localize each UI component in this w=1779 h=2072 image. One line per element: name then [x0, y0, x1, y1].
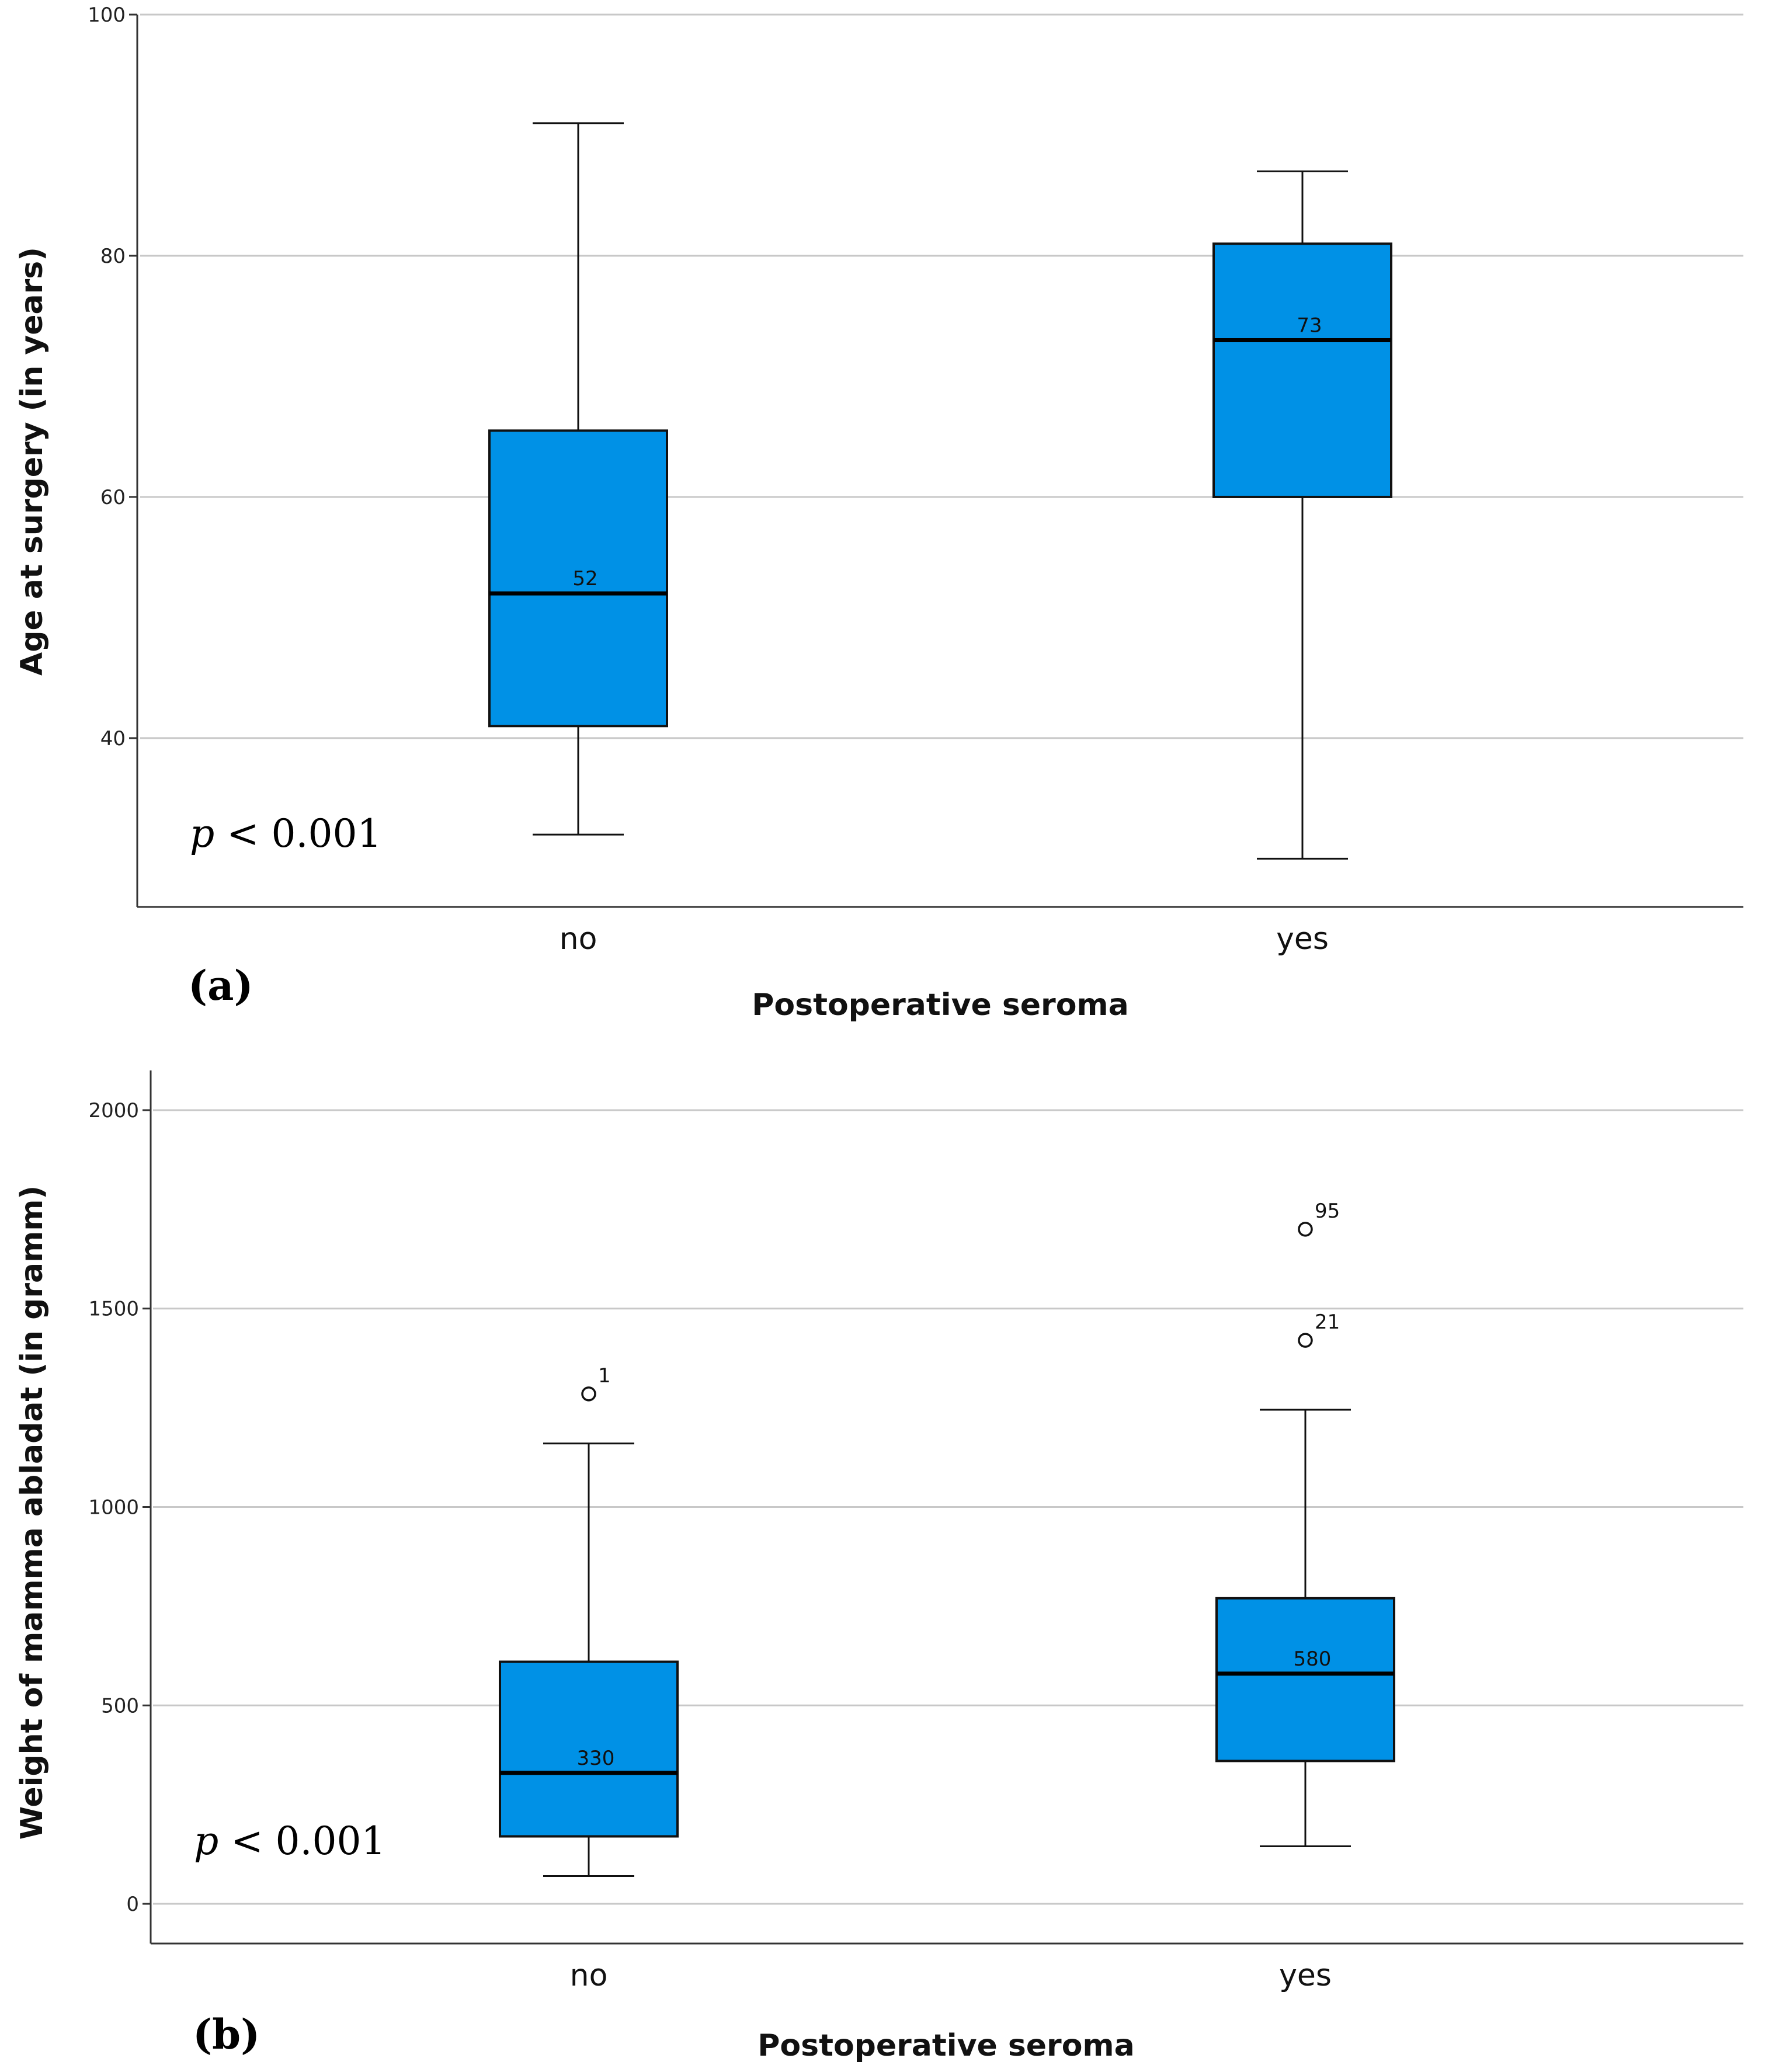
- iqr-box: [488, 429, 668, 728]
- outlier-point: [1298, 1222, 1313, 1237]
- iqr-box: [1212, 242, 1392, 498]
- p-symbol: p: [194, 1819, 218, 1864]
- y-tick-label: 100: [88, 4, 126, 27]
- y-tick-label: 80: [100, 245, 126, 268]
- iqr-box: [499, 1660, 679, 1838]
- y-tick-label: 40: [100, 727, 126, 750]
- outlier-label: 21: [1315, 1310, 1340, 1334]
- outlier-label: 95: [1315, 1200, 1340, 1223]
- box-no: 52: [488, 122, 668, 836]
- outlier-label: 1: [598, 1364, 611, 1388]
- y-tick-label: 1500: [88, 1298, 139, 1321]
- x-category-label: no: [560, 922, 597, 957]
- panel-label: (b): [193, 2010, 260, 2059]
- median-label: 73: [1297, 314, 1322, 338]
- x-axis-title: Postoperative seroma: [758, 2028, 1134, 2063]
- panel-b-weight-boxplot: 0 500 1000 1500 2000 330 1 no 580 21 95 yes Postoper…: [15, 1070, 1743, 2063]
- p-symbol: p: [190, 811, 214, 856]
- median-label: 52: [572, 567, 597, 590]
- y-tick-label: 500: [101, 1694, 139, 1718]
- panel-a-age-boxplot: 40 60 80 100 52 no 73 yes Postoperative seroma Ag…: [15, 4, 1743, 1023]
- x-axis-title: Postoperative seroma: [752, 988, 1128, 1023]
- box-yes: 580 21 95: [1215, 1200, 1395, 1848]
- y-tick-label: 2000: [88, 1099, 139, 1122]
- p-threshold: < 0.001: [218, 1819, 385, 1864]
- y-tick-label: 0: [126, 1893, 139, 1916]
- y-axis-title: Age at surgery (in years): [15, 247, 50, 676]
- p-threshold: < 0.001: [214, 811, 381, 856]
- p-value-annotation: p < 0.001: [194, 1819, 385, 1864]
- y-tick-label: 60: [100, 486, 126, 509]
- median-label: 580: [1294, 1647, 1332, 1671]
- x-category-label: yes: [1279, 1958, 1332, 1993]
- outlier-point: [1298, 1333, 1313, 1348]
- box-no: 330 1: [499, 1364, 679, 1877]
- y-tick-label: 1000: [88, 1496, 139, 1520]
- x-category-label: yes: [1276, 922, 1329, 957]
- box-yes: 73: [1212, 170, 1392, 860]
- panel-label: (a): [188, 961, 253, 1010]
- iqr-box: [1215, 1597, 1395, 1762]
- median-label: 330: [577, 1747, 615, 1770]
- y-axis-title: Weight of mamma abladat (in gramm): [15, 1186, 50, 1840]
- p-value-annotation: p < 0.001: [190, 811, 381, 856]
- x-category-label: no: [570, 1958, 608, 1993]
- outlier-point: [581, 1386, 596, 1402]
